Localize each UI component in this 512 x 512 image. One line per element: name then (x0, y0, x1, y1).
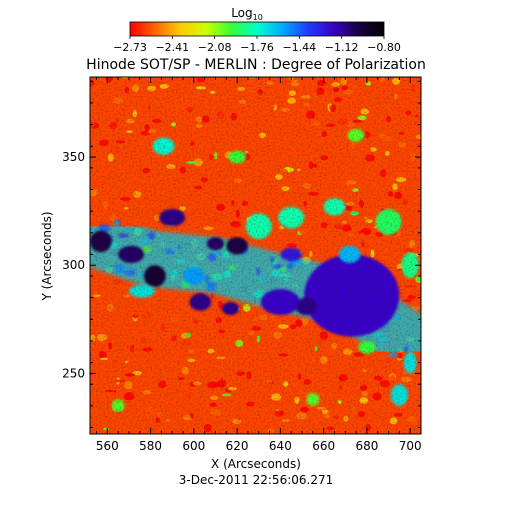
x-tick-label: 660 (312, 439, 335, 453)
colorbar-tick-label: −2.41 (155, 41, 189, 54)
y-axis: 250 300 350 (62, 80, 421, 429)
x-axis-label: X (Arcseconds) (211, 457, 301, 471)
colorbar-tick-label: −2.08 (198, 41, 232, 54)
x-tick-label: 560 (96, 439, 119, 453)
plot-frame (89, 76, 422, 435)
colorbar-tick-label: −1.76 (240, 41, 274, 54)
y-axis-label: Y (Arcseconds) (40, 211, 54, 301)
colorbar-label: Log10 (231, 6, 263, 22)
x-axis: 560 580 600 620 640 660 680 700 (96, 77, 422, 453)
colorbar-tick-label: −1.12 (325, 41, 359, 54)
y-tick-label: 350 (62, 150, 85, 164)
x-tick-label: 580 (139, 439, 162, 453)
colorbar-tick-label: −1.44 (282, 41, 316, 54)
x-tick-label: 620 (226, 439, 249, 453)
colorbar-ticks: −2.73 −2.41 −2.08 −1.76 −1.44 −1.12 −0.80 (113, 36, 401, 54)
y-tick-label: 300 (62, 258, 85, 272)
heatmap-image (90, 77, 421, 434)
colorbar-tick-label: −2.73 (113, 41, 147, 54)
colorbar-tick-label: −0.80 (367, 41, 401, 54)
heatmap-speckle (90, 77, 421, 434)
x-tick-label: 640 (269, 439, 292, 453)
x-tick-label: 600 (182, 439, 205, 453)
y-tick-label: 250 (62, 366, 85, 380)
x-tick-label: 680 (355, 439, 378, 453)
colorbar (129, 21, 385, 37)
chart-title: Hinode SOT/SP - MERLIN : Degree of Polar… (86, 57, 426, 73)
timestamp: 3-Dec-2011 22:56:06.271 (179, 473, 333, 487)
x-tick-label: 700 (399, 439, 422, 453)
